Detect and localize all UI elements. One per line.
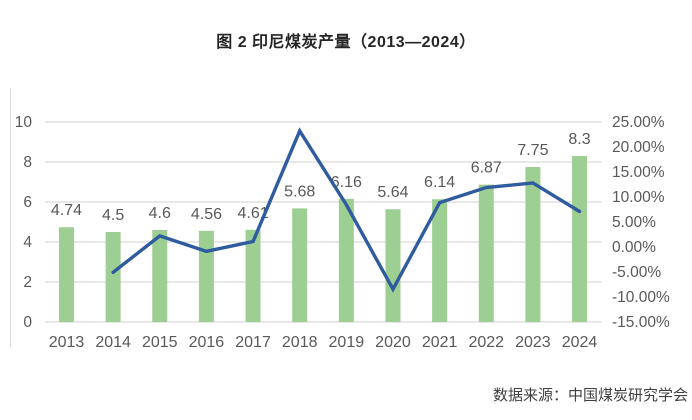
left-axis-tick-label: 6 — [23, 194, 32, 211]
year-label-2023: 2023 — [515, 334, 551, 351]
year-label-2018: 2018 — [282, 334, 318, 351]
bar-2016 — [198, 230, 214, 322]
bar-2018 — [292, 208, 308, 322]
bar-value-label-2014: 4.5 — [102, 207, 124, 224]
right-axis-tick-label: -10.00% — [612, 289, 670, 306]
left-axis-tick-label: 8 — [23, 154, 32, 171]
right-axis-tick-label: -15.00% — [612, 314, 670, 331]
bar-2013 — [59, 227, 74, 322]
left-axis-tick-label: 4 — [23, 234, 32, 251]
year-label-2016: 2016 — [189, 334, 225, 351]
year-label-2013: 2013 — [49, 334, 85, 351]
bar-value-label-2013: 4.74 — [51, 202, 82, 219]
right-axis-tick-label: -5.00% — [612, 264, 661, 281]
bar-2021 — [432, 199, 448, 322]
right-axis-tick-label: 25.00% — [612, 114, 665, 131]
data-source-caption: 数据来源：中国煤炭研究学会 — [492, 387, 688, 404]
bar-2017 — [245, 229, 261, 322]
bar-value-label-2018: 5.68 — [284, 183, 315, 200]
bar-2014 — [105, 232, 121, 322]
year-label-2021: 2021 — [422, 334, 458, 351]
bar-value-label-2017: 4.61 — [237, 205, 268, 222]
right-axis-tick-label: 0.00% — [612, 239, 656, 256]
bar-value-label-2024: 8.3 — [568, 131, 590, 148]
year-label-2019: 2019 — [329, 334, 365, 351]
bar-2024 — [572, 156, 588, 322]
bar-value-label-2021: 6.14 — [424, 174, 455, 191]
year-label-2020: 2020 — [375, 334, 411, 351]
year-label-2022: 2022 — [468, 334, 504, 351]
year-label-2024: 2024 — [562, 334, 598, 351]
bar-value-label-2015: 4.6 — [149, 205, 171, 222]
right-axis-tick-label: 15.00% — [612, 164, 665, 181]
right-axis-tick-label: 20.00% — [612, 139, 665, 156]
bar-value-label-2022: 6.87 — [471, 160, 502, 177]
bar-value-label-2019: 6.16 — [331, 174, 362, 191]
bar-2020 — [385, 209, 401, 322]
bar-2019 — [338, 198, 354, 322]
bar-value-label-2023: 7.75 — [517, 142, 548, 159]
chart-title: 图 2 印尼煤炭产量（2013—2024） — [216, 34, 476, 51]
year-label-2017: 2017 — [235, 334, 271, 351]
left-axis-tick-label: 10 — [15, 114, 33, 131]
left-axis-tick-label: 0 — [23, 314, 32, 331]
growth-rate-line — [111, 127, 582, 293]
year-label-2014: 2014 — [95, 334, 131, 351]
left-axis-tick-label: 2 — [23, 274, 32, 291]
bar-value-label-2020: 5.64 — [377, 184, 408, 201]
right-axis-tick-label: 5.00% — [612, 214, 656, 231]
bar-2022 — [478, 184, 494, 322]
right-axis-tick-label: 10.00% — [612, 189, 665, 206]
year-label-2015: 2015 — [142, 334, 178, 351]
bar-2023 — [525, 167, 541, 322]
bar-value-label-2016: 4.56 — [191, 206, 222, 223]
bar-2015 — [152, 230, 168, 322]
